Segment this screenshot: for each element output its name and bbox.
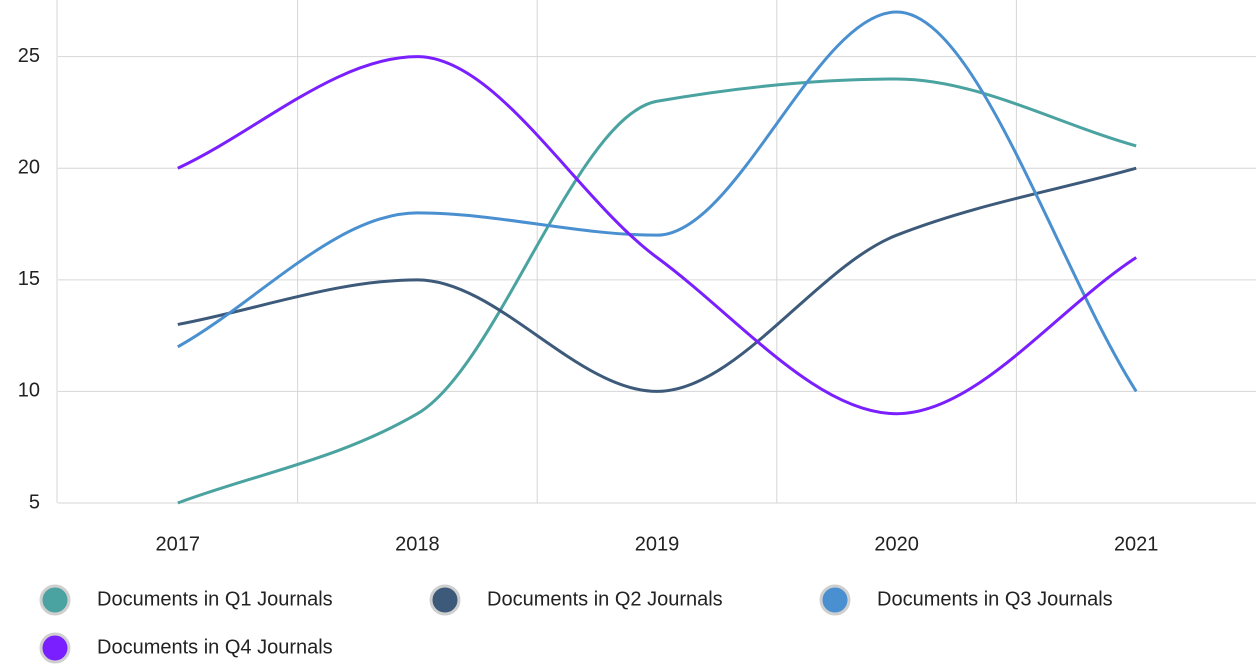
legend-swatch	[429, 584, 461, 616]
x-tick-label: 2021	[1114, 533, 1159, 555]
y-tick-label: 10	[18, 380, 40, 402]
y-tick-label: 25	[18, 45, 40, 67]
legend-label: Documents in Q1 Journals	[97, 588, 333, 610]
legend-label: Documents in Q4 Journals	[97, 636, 333, 658]
x-tick-label: 2018	[395, 533, 440, 555]
legend-swatch	[39, 632, 71, 664]
series-line	[177, 166, 1137, 393]
x-tick-label: 2019	[635, 533, 680, 555]
legend-label: Documents in Q2 Journals	[487, 588, 723, 610]
legend-swatch	[39, 584, 71, 616]
legend-swatch	[819, 584, 851, 616]
legend-label: Documents in Q3 Journals	[877, 588, 1113, 610]
series-line	[177, 55, 1138, 416]
series-line	[177, 10, 1138, 393]
y-tick-label: 20	[18, 157, 40, 179]
series-line	[177, 77, 1137, 505]
x-tick-label: 2020	[874, 533, 919, 555]
y-tick-label: 15	[18, 268, 40, 290]
y-tick-label: 5	[29, 491, 40, 513]
x-tick-label: 2017	[156, 533, 201, 555]
